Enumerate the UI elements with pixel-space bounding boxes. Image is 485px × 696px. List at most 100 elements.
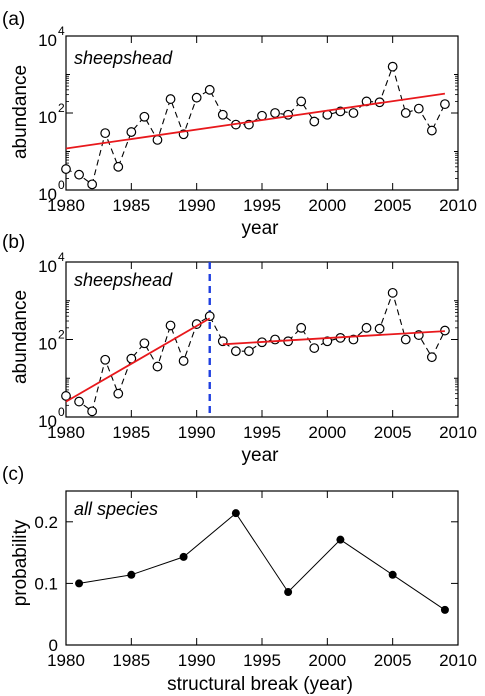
panel-a-data-point: [413, 103, 424, 114]
panel-a-data-point: [204, 84, 215, 95]
panel-a-xtick-label: 1995: [243, 196, 281, 215]
panel-b-data-point: [374, 323, 385, 334]
panel-c-xtick-label: 1990: [178, 651, 216, 670]
panel-a-xtick-label: 1990: [178, 196, 216, 215]
panel-b-xtick-label: 2000: [308, 423, 346, 442]
panel-b-annotation: sheepshead: [74, 270, 173, 290]
panel-c-xlabel: structural break (year): [167, 674, 353, 695]
panel-b-data-point: [139, 338, 150, 349]
panel-a-ytick-label: 10: [38, 185, 57, 204]
panel-b-data-point: [152, 361, 163, 372]
panel-a-xtick-label: 2005: [374, 196, 412, 215]
panel-a-label: (a): [2, 9, 25, 30]
panel-a-fit-line: [65, 92, 446, 150]
panel-b-xlabel: year: [242, 445, 280, 466]
panel-b-data-point: [322, 336, 333, 347]
panel-a-data-point: [61, 164, 71, 174]
panel-b-ytick-label: 10: [38, 412, 57, 431]
panel-b-data-point: [270, 334, 280, 345]
panel-b-xtick-label: 1995: [243, 423, 281, 442]
panel-b-xtick-label: 2005: [374, 423, 412, 442]
panel-a-data-point: [139, 111, 150, 122]
panel-a-xlabel: year: [242, 218, 280, 239]
panel-b-data-point: [387, 287, 398, 298]
panel-a-data-point: [309, 116, 320, 127]
panel-c-data-point: [179, 552, 188, 561]
panel-b-data-point: [244, 346, 254, 357]
panel-a-data-point: [440, 99, 450, 110]
panel-a-xtick-label: 2010: [439, 196, 477, 215]
panel-a-data-point: [426, 125, 437, 136]
panel-b-data-point: [361, 322, 372, 333]
panel-b-ytick-exponent: 4: [58, 250, 65, 264]
panel-a-data-point: [191, 92, 202, 103]
panel-a-ytick-exponent: 4: [58, 24, 65, 38]
panel-a-data-point: [387, 61, 398, 72]
panel-b-data-point: [296, 322, 307, 333]
panel-b-data-point: [309, 343, 320, 353]
panel-a-data-point: [296, 96, 307, 107]
panel-c-xtick-label: 1980: [47, 651, 85, 670]
panel-b-xtick-label: 1980: [47, 423, 85, 442]
panel-b-fit-line: [65, 317, 211, 403]
panel-a-ytick-label: 10: [38, 31, 57, 50]
panel-a-ylabel: abundance: [10, 65, 31, 159]
panel-a-ytick-label: 10: [38, 108, 57, 127]
panel-a-data-point: [87, 179, 98, 190]
panel-b-data-point: [400, 334, 411, 345]
panel-a-data-point: [400, 108, 411, 118]
panel-c-data-point: [75, 579, 84, 588]
panel-a-data-point: [217, 109, 228, 120]
panel-b-xtick-label: 1990: [178, 423, 216, 442]
panel-a-annotation: sheepshead: [74, 48, 173, 68]
panel-b-ytick-exponent: 2: [58, 328, 65, 342]
panel-b-ytick-label: 10: [38, 257, 57, 276]
panel-b-data-point: [426, 352, 437, 363]
panel-c-data-point: [440, 605, 449, 614]
panel-a-data-point: [283, 109, 294, 120]
panel-a-data-point: [152, 135, 163, 145]
panel-a-ytick-exponent: 0: [58, 178, 65, 192]
panel-b-data-point: [204, 311, 215, 322]
panel-a-data-point: [126, 127, 137, 137]
panel-c-xtick-label: 1995: [243, 651, 281, 670]
panel-c-data-point: [231, 509, 240, 518]
panel-a-data-point: [348, 108, 359, 118]
panel-b-xtick-label: 1985: [112, 423, 150, 442]
panel-c-data-line: [79, 512, 446, 611]
panel-a-xtick-label: 1980: [47, 196, 85, 215]
panel-c-xtick-label: 2000: [308, 651, 346, 670]
panel-b-data-point: [61, 391, 71, 401]
panel-a-data-point: [270, 108, 280, 118]
panel-b-xtick-label: 2010: [439, 423, 477, 442]
panel-c-ylabel: probability: [10, 519, 31, 606]
panel-a: (a) sheepshead abundance year 1980 1985 19…: [2, 9, 477, 239]
panel-a-data-point: [100, 128, 111, 139]
panel-a-data-point: [74, 169, 84, 180]
panel-a-xtick-label: 1985: [112, 196, 150, 215]
panel-c-ytick-label: 0.1: [34, 574, 58, 593]
panel-c-data-point: [388, 570, 397, 579]
panel-b-ytick-label: 10: [38, 335, 57, 354]
panel-b-label: (b): [2, 232, 25, 253]
panel-b-data-point: [100, 354, 111, 365]
panel-c-xtick-label: 1985: [112, 651, 150, 670]
panel-b-data-point: [74, 396, 84, 407]
panel-b-ylabel: abundance: [10, 290, 31, 384]
panel-a-data-point: [257, 110, 267, 121]
panel-b-data-point: [165, 320, 176, 331]
panel-c-data-point: [336, 535, 345, 544]
panel-c-data-point: [284, 588, 293, 597]
panel-c-ytick-label: 0.2: [34, 513, 58, 532]
panel-a-data-point: [113, 161, 124, 172]
panel-c-label: (c): [2, 464, 24, 485]
panel-b: (b) sheepshead abundance year 1980 1985 19…: [2, 232, 477, 466]
panel-b-data-point: [230, 346, 241, 357]
panel-b-data-point: [113, 388, 124, 399]
panel-a-ytick-exponent: 2: [58, 101, 65, 115]
panel-c-ytick-label: 0: [49, 636, 58, 655]
panel-b-data-point: [178, 356, 189, 366]
panel-c-annotation: all species: [74, 499, 158, 519]
panel-c-data-point: [127, 570, 136, 579]
